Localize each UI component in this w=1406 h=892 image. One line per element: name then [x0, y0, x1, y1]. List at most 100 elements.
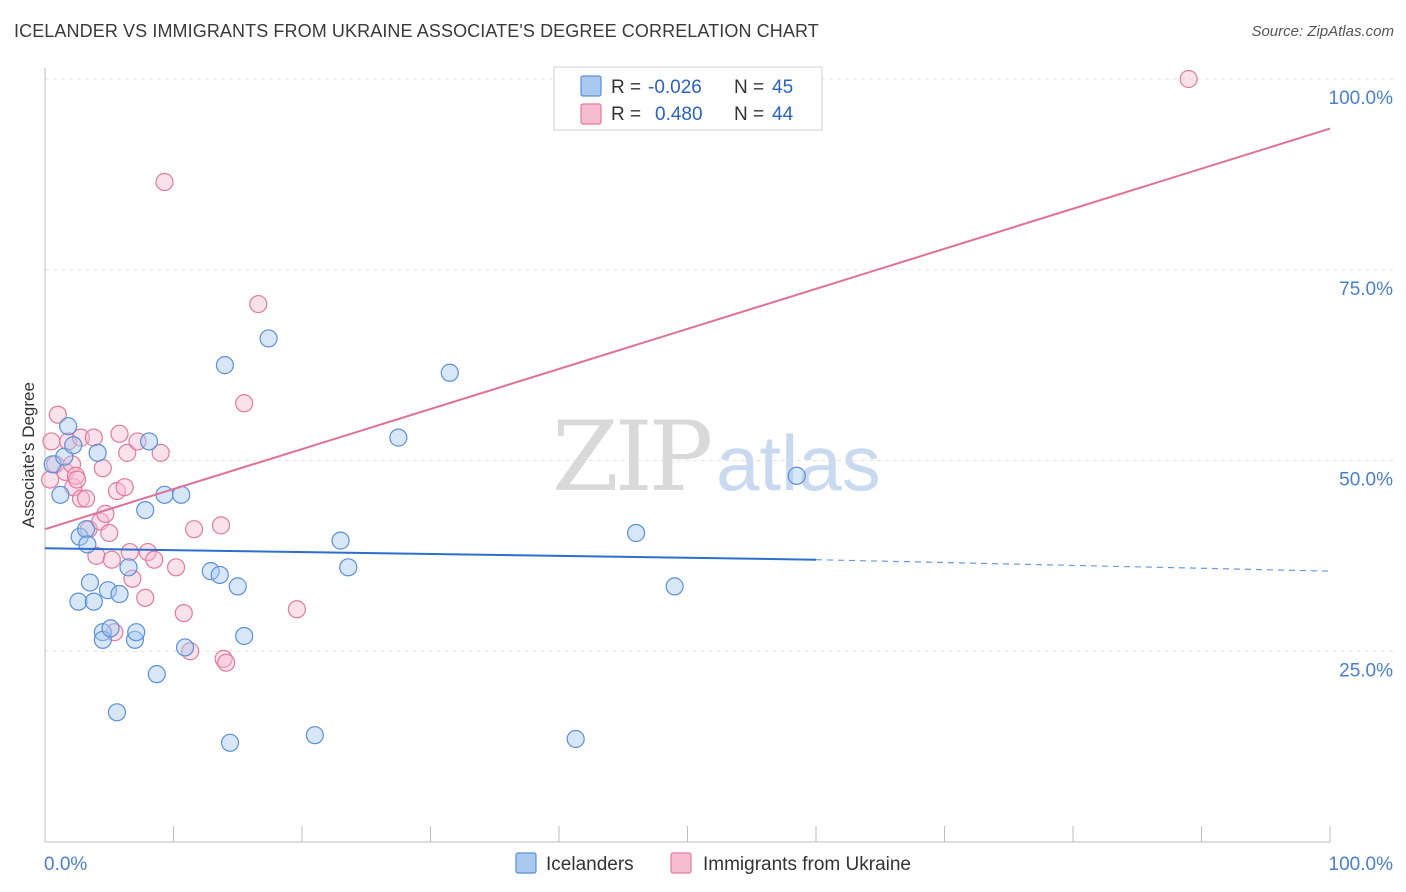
legend-swatch-blue	[580, 75, 602, 97]
data-point-icelanders	[64, 436, 83, 455]
data-point-icelanders	[210, 565, 229, 585]
legend-n-value-2: 44	[772, 104, 794, 125]
data-point-ukraine	[41, 470, 60, 489]
data-point-ukraine	[217, 653, 236, 672]
trend-line-icelanders	[44, 547, 817, 561]
legend-n-label-1: N =	[734, 77, 764, 98]
data-point-icelanders	[228, 577, 247, 596]
data-point-icelanders	[215, 356, 234, 375]
bottom-legend-swatch-pink	[670, 852, 692, 874]
x-tick-label-max: 100.0%	[1329, 854, 1394, 875]
data-point-icelanders	[155, 485, 174, 504]
data-point-icelanders	[339, 558, 358, 577]
chart-title: ICELANDER VS IMMIGRANTS FROM UKRAINE ASS…	[14, 21, 819, 41]
data-point-icelanders	[125, 630, 145, 649]
data-point-icelanders	[235, 626, 254, 646]
x-tick-label-min: 0.0%	[44, 854, 87, 875]
watermark: ZIP atlas	[552, 401, 881, 513]
data-point-icelanders	[127, 623, 146, 642]
source-label: Source: ZipAtlas.com	[1251, 23, 1394, 40]
data-point-ukraine	[102, 550, 121, 569]
data-point-icelanders	[665, 577, 684, 596]
data-point-icelanders	[78, 535, 97, 554]
y-tick-label: 25.0%	[1339, 660, 1393, 681]
data-point-icelanders	[305, 726, 324, 745]
series-legend: Icelanders Immigrants from Ukraine	[515, 852, 911, 875]
bottom-legend-label-ukraine: Immigrants from Ukraine	[703, 854, 911, 875]
data-point-icelanders	[88, 443, 107, 462]
y-tick-label: 100.0%	[1329, 88, 1394, 109]
data-point-ukraine	[84, 428, 103, 447]
trend-line-ukraine	[44, 127, 1331, 531]
data-point-icelanders	[101, 619, 120, 638]
data-point-ukraine	[211, 516, 231, 535]
watermark-zip: ZIP	[552, 401, 711, 513]
trend-lines	[44, 127, 1331, 572]
data-point-icelanders	[175, 638, 195, 657]
data-point-icelanders	[147, 665, 166, 684]
data-point-icelanders	[69, 592, 88, 611]
data-point-ukraine	[115, 478, 134, 497]
correlation-legend: R = -0.026 N = 45 R = 0.480 N = 44	[553, 66, 823, 131]
data-point-icelanders	[220, 733, 240, 752]
bottom-legend-label-icelanders: Icelanders	[546, 854, 634, 875]
data-point-icelanders	[80, 573, 100, 592]
data-point-ukraine	[136, 588, 155, 607]
data-point-ukraine	[166, 558, 186, 577]
data-point-icelanders	[259, 329, 278, 348]
data-point-ukraine	[174, 603, 193, 623]
legend-r-label-2: R =	[611, 104, 641, 125]
data-point-icelanders	[119, 558, 138, 577]
legend-n-label-2: N =	[734, 104, 764, 125]
data-point-icelanders	[139, 432, 159, 451]
data-point-ukraine	[151, 443, 170, 462]
y-tick-label: 75.0%	[1339, 279, 1393, 300]
data-point-ukraine	[68, 470, 87, 489]
watermark-atlas: atlas	[716, 419, 881, 507]
data-point-ukraine	[235, 394, 254, 413]
data-point-ukraine	[77, 489, 96, 508]
data-point-ukraine	[93, 459, 112, 478]
data-point-ukraine	[123, 569, 142, 588]
data-point-icelanders	[787, 466, 806, 485]
legend-swatch-pink	[580, 103, 602, 125]
y-tick-labels: 25.0% 50.0% 75.0% 100.0%	[1329, 88, 1394, 681]
data-point-ukraine	[120, 542, 139, 562]
data-point-icelanders	[98, 581, 118, 600]
data-point-ukraine	[184, 520, 204, 539]
legend-r-value-2: 0.480	[655, 104, 703, 125]
data-point-ukraine	[118, 443, 137, 462]
data-point-icelanders	[59, 417, 78, 436]
bottom-legend-swatch-blue	[515, 852, 537, 874]
legend-n-value-1: 45	[772, 77, 793, 98]
data-point-icelanders	[201, 562, 220, 581]
data-point-ukraine	[249, 294, 268, 314]
x-tick-marks	[44, 826, 1331, 842]
data-point-icelanders	[440, 363, 459, 382]
y-tick-label: 50.0%	[1339, 470, 1393, 491]
data-point-icelanders	[331, 531, 350, 550]
data-point-icelanders	[136, 500, 155, 520]
data-point-icelanders	[566, 729, 585, 749]
data-point-ukraine	[100, 523, 119, 543]
data-point-ukraine	[138, 542, 157, 562]
data-point-icelanders	[107, 703, 127, 722]
data-point-icelanders	[110, 584, 129, 604]
data-point-icelanders	[77, 520, 96, 539]
data-point-ukraine	[1179, 69, 1198, 89]
data-point-ukraine	[155, 172, 174, 192]
y-axis-label: Associate's Degree	[19, 382, 38, 528]
data-point-ukraine	[71, 428, 91, 447]
data-point-icelanders	[626, 523, 646, 543]
data-point-ukraine	[71, 489, 91, 508]
data-point-icelanders	[389, 428, 408, 447]
data-point-icelanders	[70, 527, 89, 546]
legend-r-value-1: -0.026	[648, 77, 702, 98]
data-point-icelanders	[84, 592, 103, 611]
data-point-ukraine	[42, 432, 61, 451]
data-point-ukraine	[287, 600, 306, 619]
data-point-ukraine	[48, 405, 67, 424]
legend-r-label-1: R =	[611, 77, 641, 98]
data-point-ukraine	[110, 424, 129, 443]
